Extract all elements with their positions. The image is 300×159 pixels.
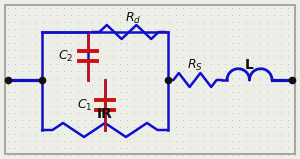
Text: $C_1$: $C_1$: [77, 97, 93, 113]
Text: $R_S$: $R_S$: [187, 57, 203, 73]
Text: IR: IR: [97, 107, 113, 121]
Text: $C_2$: $C_2$: [58, 48, 74, 64]
Text: L: L: [245, 58, 254, 72]
Text: $R_d$: $R_d$: [125, 10, 141, 26]
